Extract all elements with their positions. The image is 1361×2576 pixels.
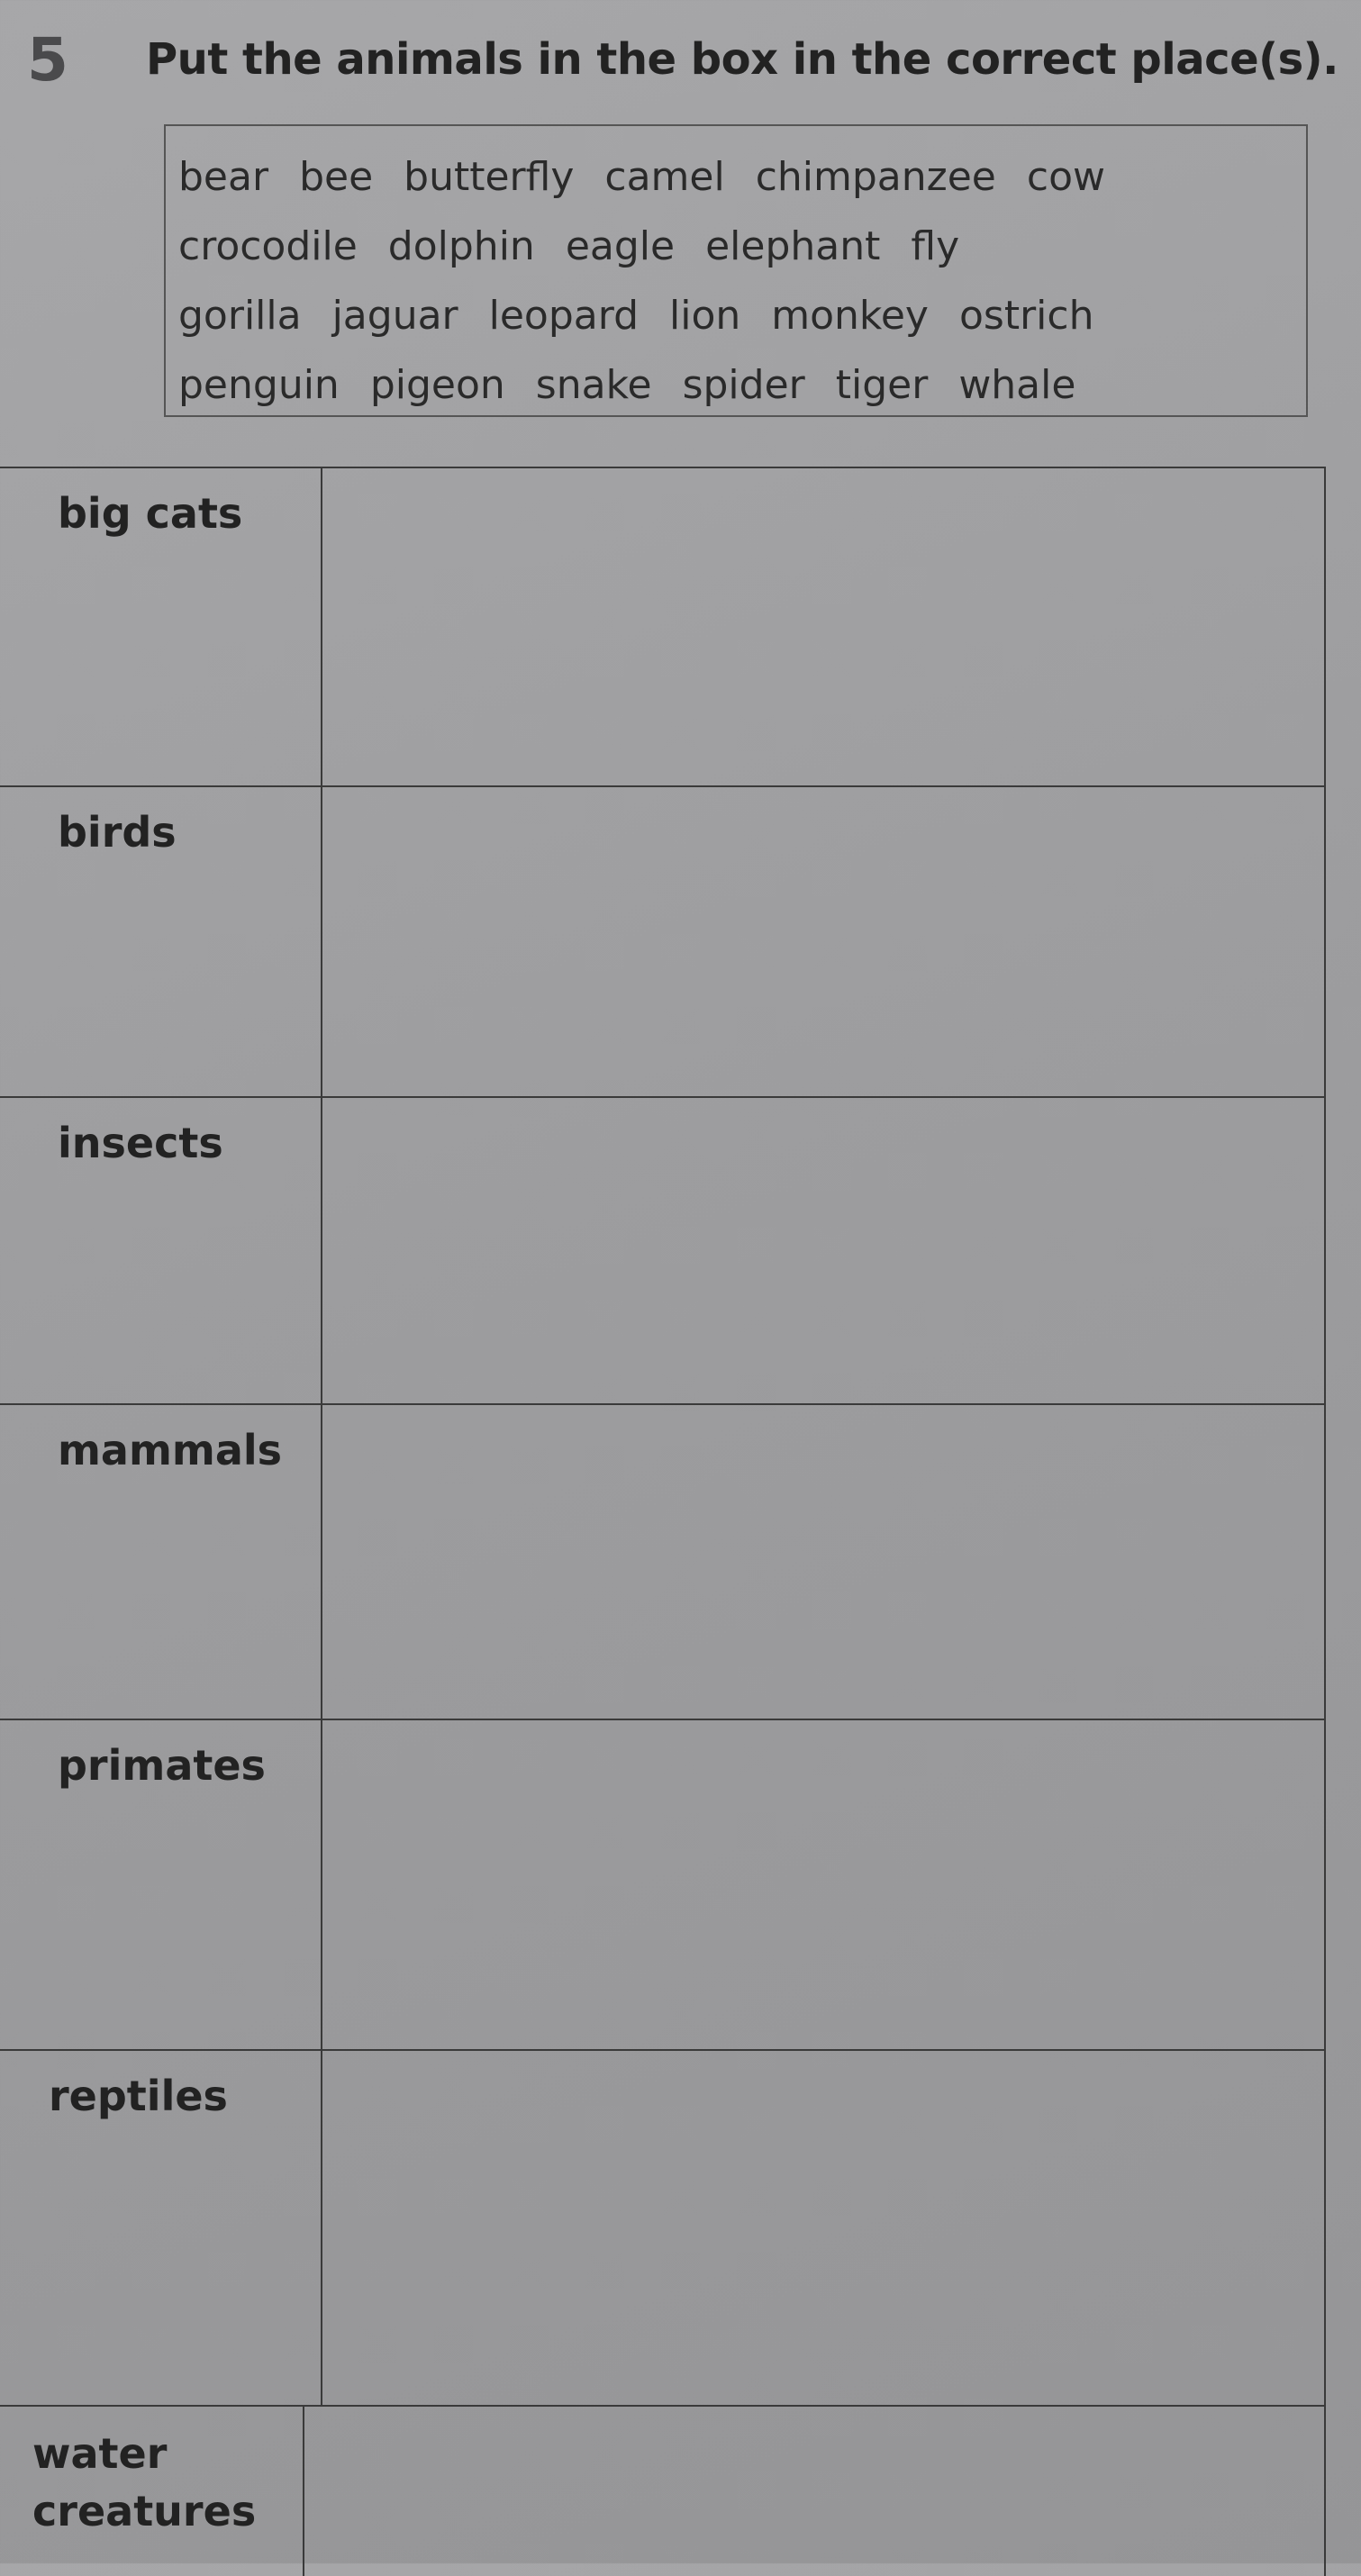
answer-table: big cats birds insects mammals primates repti… bbox=[0, 467, 1326, 2576]
word: ostrich bbox=[958, 293, 1094, 339]
answer-cell[interactable] bbox=[321, 1405, 1326, 1720]
table-row: birds bbox=[0, 785, 1326, 1098]
table-row: primates bbox=[0, 1719, 1326, 2051]
word-line: crocodile dolphin eagle elephant fly bbox=[178, 212, 1306, 281]
word: spider bbox=[682, 362, 805, 408]
word: chimpanzee bbox=[755, 154, 996, 200]
word: elephant bbox=[705, 223, 881, 269]
word: fly bbox=[911, 223, 960, 269]
word: snake bbox=[535, 362, 652, 408]
word: tiger bbox=[835, 362, 929, 408]
category-label: big cats bbox=[58, 489, 243, 538]
category-label: water creatures bbox=[32, 2429, 257, 2535]
answer-cell[interactable] bbox=[321, 787, 1326, 1098]
word: gorilla bbox=[178, 293, 302, 339]
table-row: insects bbox=[0, 1096, 1326, 1405]
answer-cell[interactable] bbox=[321, 2051, 1326, 2407]
exercise-number: 5 bbox=[27, 25, 68, 95]
word: penguin bbox=[178, 362, 340, 408]
answer-cell[interactable] bbox=[321, 1098, 1326, 1405]
answer-cell[interactable] bbox=[303, 2407, 1326, 2576]
category-label: primates bbox=[58, 1741, 266, 1790]
word: lion bbox=[669, 293, 741, 339]
word: cow bbox=[1026, 154, 1105, 200]
word: bear bbox=[178, 154, 269, 200]
instruction: Put the animals in the box in the correc… bbox=[146, 34, 1338, 85]
word: camel bbox=[604, 154, 725, 200]
word: jaguar bbox=[331, 293, 458, 339]
word: dolphin bbox=[387, 223, 535, 269]
word: leopard bbox=[488, 293, 639, 339]
table-row: big cats bbox=[0, 467, 1326, 787]
word: pigeon bbox=[369, 362, 505, 408]
answer-cell[interactable] bbox=[321, 1720, 1326, 2051]
category-label: reptiles bbox=[49, 2072, 228, 2120]
word-box: bear bee butterfly camel chimpanzee cow crocod… bbox=[164, 124, 1308, 417]
category-label: birds bbox=[58, 808, 177, 857]
word-line: bear bee butterfly camel chimpanzee cow bbox=[178, 142, 1306, 212]
word-line: penguin pigeon snake spider tiger whale bbox=[178, 350, 1306, 420]
answer-cell[interactable] bbox=[321, 468, 1326, 787]
word: eagle bbox=[565, 223, 676, 269]
table-row: water creatures bbox=[0, 2405, 1326, 2576]
word: monkey bbox=[771, 293, 929, 339]
word: bee bbox=[299, 154, 374, 200]
word: whale bbox=[958, 362, 1076, 408]
table-row: reptiles bbox=[0, 2049, 1326, 2407]
table-row: mammals bbox=[0, 1403, 1326, 1720]
word-line: gorilla jaguar leopard lion monkey ostrich bbox=[178, 281, 1306, 350]
word: crocodile bbox=[178, 223, 358, 269]
category-label: insects bbox=[58, 1119, 223, 1167]
category-label: mammals bbox=[58, 1426, 283, 1474]
word: butterfly bbox=[404, 154, 575, 200]
